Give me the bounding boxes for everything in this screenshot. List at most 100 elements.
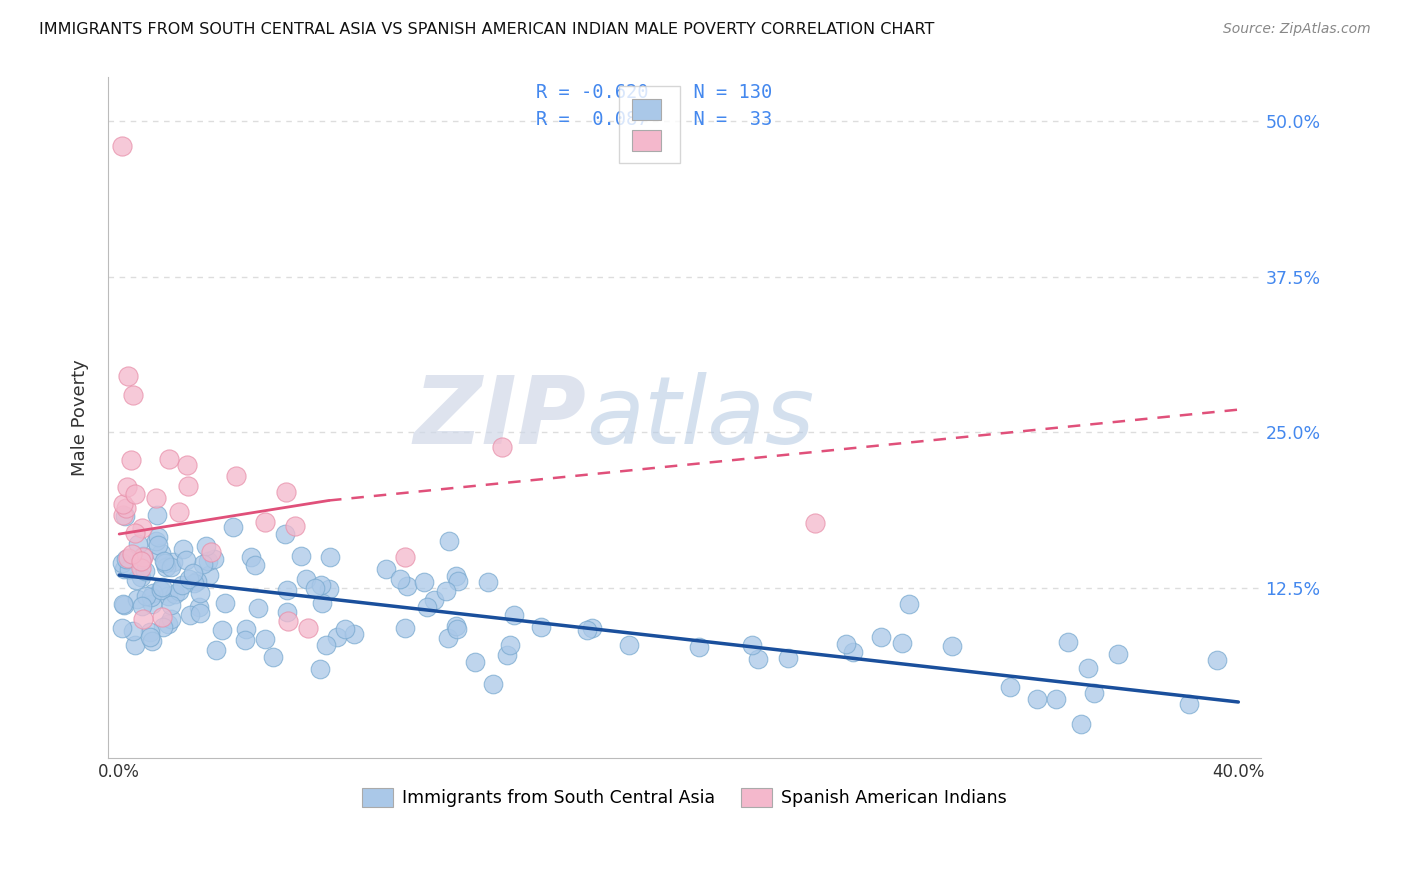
Point [134,565,156,579]
Point [127,537,149,551]
Point [155,560,177,574]
Point [1178,698,1201,712]
Point [150,582,173,597]
Point [150,580,173,594]
Point [1077,661,1099,675]
Point [183,576,205,591]
Point [309,577,332,591]
Point [477,574,499,589]
Point [111,497,134,511]
Point [115,479,138,493]
Point [150,546,173,560]
Point [446,619,468,633]
Point [284,518,307,533]
Point [132,549,155,563]
Point [495,648,517,663]
Point [389,572,412,586]
Point [1070,716,1092,731]
Point [416,599,439,614]
Point [205,643,228,657]
Point [491,441,513,455]
Point [177,479,200,493]
Point [145,534,167,549]
Point [160,599,183,613]
Point [131,599,153,614]
Text: ZIP: ZIP [413,372,586,464]
Point [156,616,179,631]
Point [124,525,146,540]
Point [1206,653,1229,667]
Point [276,485,298,500]
Point [530,620,553,634]
Point [304,581,326,595]
Point [187,599,209,614]
Point [576,623,599,637]
Point [941,639,963,653]
Point [111,139,134,153]
Point [129,554,152,568]
Point [464,655,486,669]
Point [120,453,142,467]
Point [1045,692,1067,706]
Point [186,574,208,588]
Point [132,612,155,626]
Point [138,625,160,640]
Point [160,559,183,574]
Point [309,662,332,676]
Point [160,611,183,625]
Point [870,630,893,644]
Point [125,573,148,587]
Point [122,624,145,638]
Point [998,680,1021,694]
Text: R =  0.087    N =  33: R = 0.087 N = 33 [536,110,772,129]
Point [394,549,416,564]
Point [188,606,211,620]
Point [311,596,333,610]
Point [741,639,763,653]
Point [122,387,145,401]
Text: atlas: atlas [586,372,814,463]
Point [446,568,468,582]
Point [243,558,266,572]
Point [262,650,284,665]
Point [413,575,436,590]
Text: IMMIGRANTS FROM SOUTH CENTRAL ASIA VS SPANISH AMERICAN INDIAN MALE POVERTY CORRE: IMMIGRANTS FROM SOUTH CENTRAL ASIA VS SP… [39,22,935,37]
Point [290,549,312,563]
Point [124,638,146,652]
Point [503,607,526,622]
Point [776,650,799,665]
Point [181,566,204,580]
Point [198,567,221,582]
Point [146,531,169,545]
Point [211,623,233,637]
Point [148,582,170,597]
Point [111,556,134,570]
Point [315,639,337,653]
Point [167,505,190,519]
Point [277,614,299,628]
Point [141,634,163,648]
Point [202,552,225,566]
Point [225,469,247,483]
Point [804,516,827,531]
Point [1107,648,1129,662]
Point [1083,686,1105,700]
Point [162,555,184,569]
Point [141,597,163,611]
Point [1026,692,1049,706]
Point [145,491,167,505]
Point [112,598,135,612]
Point [423,593,446,607]
Point [142,585,165,599]
Point [194,539,217,553]
Point [114,508,136,523]
Point [274,527,297,541]
Point [835,637,858,651]
Point [247,600,270,615]
Point [115,501,138,516]
Point [146,538,169,552]
Point [177,572,200,586]
Point [121,547,143,561]
Point [131,521,153,535]
Point [434,584,457,599]
